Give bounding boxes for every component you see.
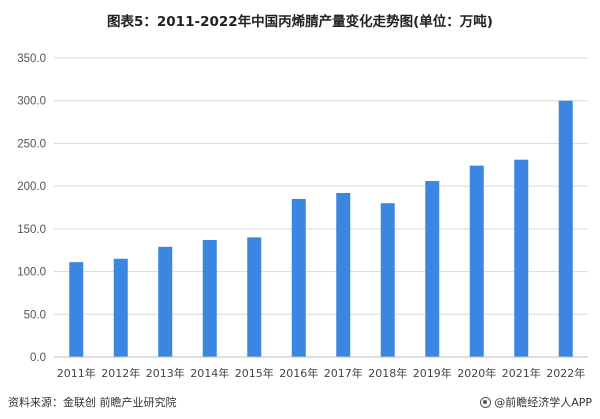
- x-tick-label: 2021年: [502, 366, 541, 380]
- x-tick-label: 2015年: [235, 366, 274, 380]
- bar-2021年: [514, 159, 529, 357]
- y-tick-label: 150.0: [17, 224, 46, 236]
- x-tick-label: 2014年: [190, 366, 229, 380]
- y-tick-label: 250.0: [17, 138, 46, 150]
- x-tick-label: 2012年: [101, 366, 140, 380]
- bar-2022年: [558, 100, 573, 357]
- brand-logo-icon: [480, 396, 492, 408]
- y-tick-label: 300.0: [17, 96, 46, 108]
- x-tick-label: 2020年: [457, 366, 496, 380]
- brand-label: @前瞻经济学人APP: [494, 396, 592, 409]
- chart-title: 图表5：2011-2022年中国丙烯腈产量变化走势图(单位：万吨): [107, 14, 493, 30]
- x-tick-label: 2019年: [413, 366, 452, 380]
- x-tick-label: 2011年: [57, 366, 96, 380]
- x-tick-label: 2018年: [368, 366, 407, 380]
- y-axis-ticks: 0.0 50.0 100.0 150.0 200.0 250.0 300.0 350.0: [17, 53, 46, 364]
- bar-2011年: [69, 262, 84, 357]
- y-tick-label: 100.0: [17, 267, 46, 279]
- x-tick-label: 2022年: [546, 366, 585, 380]
- bar-2012年: [113, 258, 128, 357]
- gridlines: [54, 57, 588, 315]
- bar-2014年: [202, 239, 217, 357]
- bar-2015年: [247, 237, 262, 357]
- x-tick-label: 2017年: [324, 366, 363, 380]
- y-tick-label: 350.0: [17, 53, 46, 65]
- bar-2016年: [291, 198, 306, 357]
- source-note: 资料来源：金联创 前瞻产业研究院: [8, 396, 177, 409]
- bar-2013年: [158, 246, 173, 357]
- x-tick-label: 2013年: [146, 366, 185, 380]
- y-tick-label: 50.0: [24, 309, 46, 321]
- x-axis-ticks: 2011年 2012年 2013年 2014年 2015年 2016年 2017年 2018年…: [57, 366, 586, 380]
- bar-2017年: [336, 192, 351, 357]
- y-tick-label: 0.0: [30, 352, 46, 364]
- y-tick-label: 200.0: [17, 181, 46, 193]
- x-tick-label: 2016年: [279, 366, 318, 380]
- bar-2019年: [425, 181, 440, 357]
- bar-2018年: [380, 203, 395, 357]
- bars: [69, 100, 573, 357]
- brand-credit: @前瞻经济学人APP: [480, 394, 592, 410]
- bar-2020年: [469, 165, 484, 357]
